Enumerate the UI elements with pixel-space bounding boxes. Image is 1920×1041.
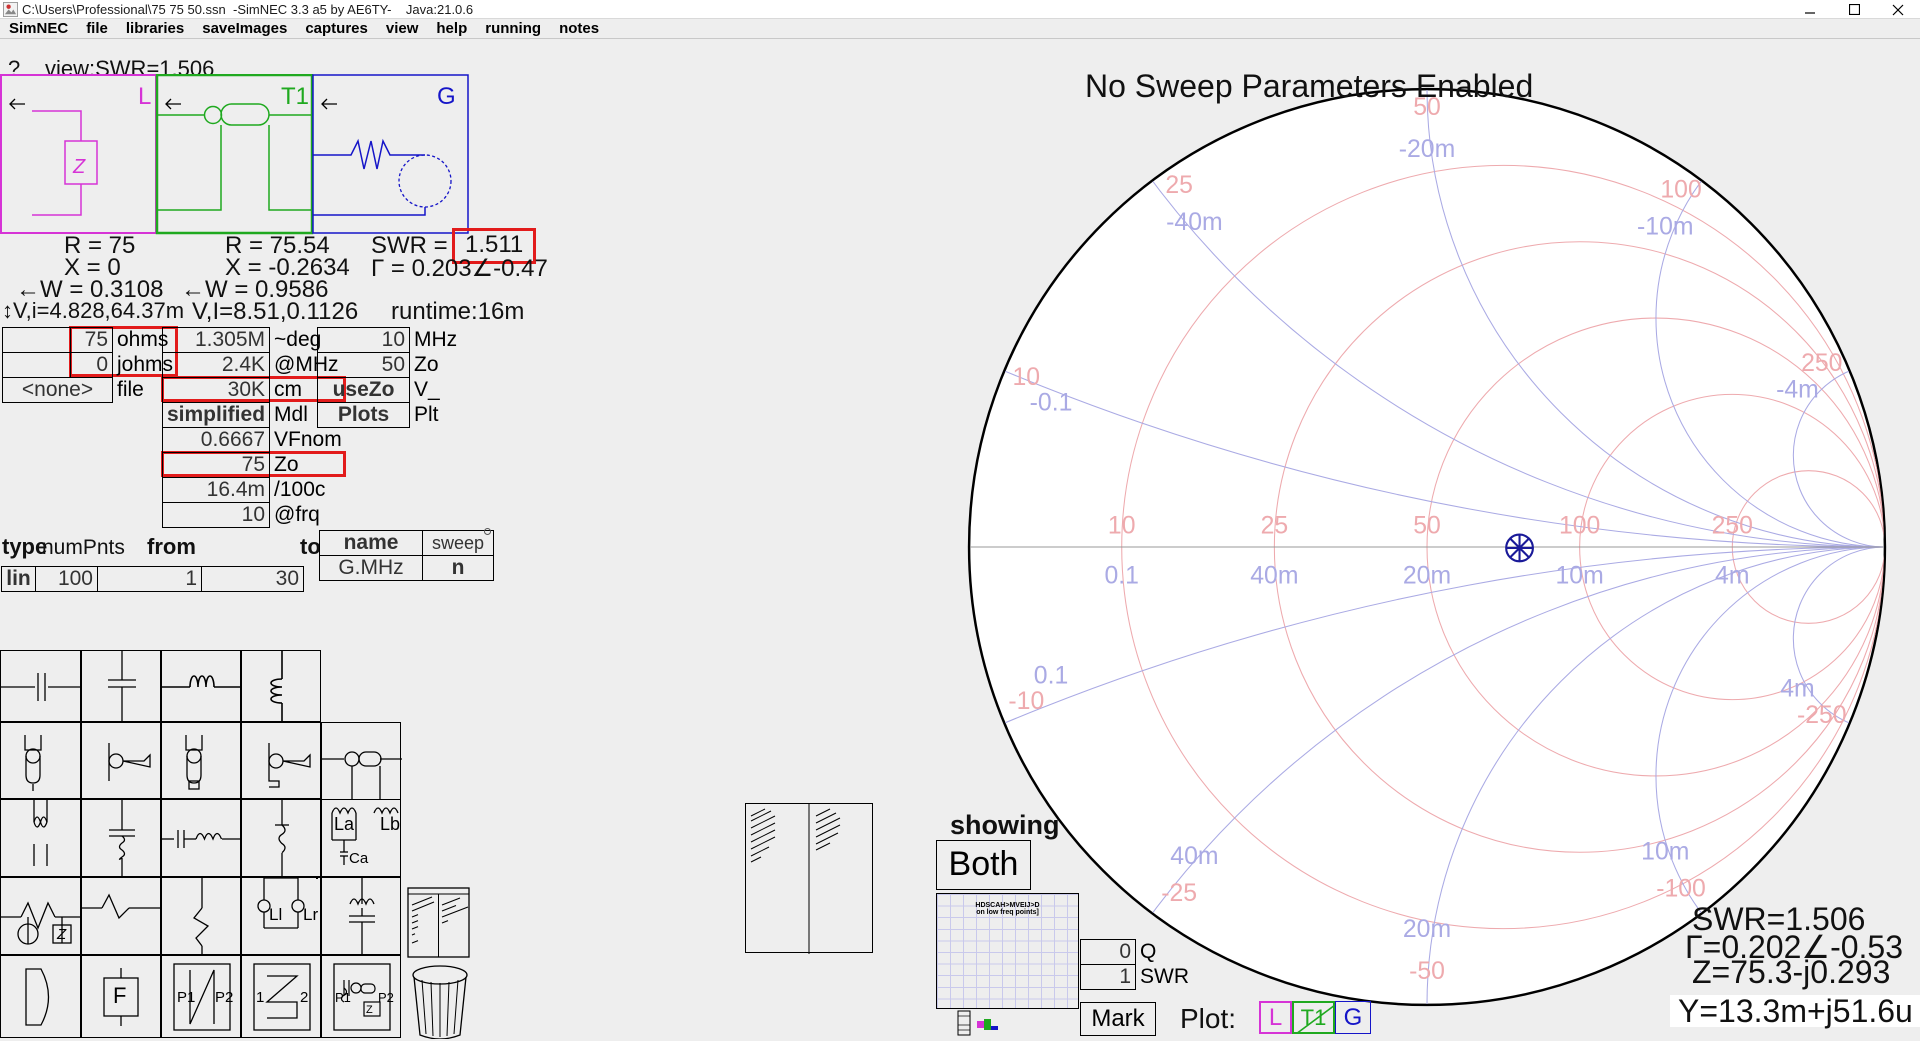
svg-text:250: 250 bbox=[1801, 350, 1842, 377]
svg-text:25: 25 bbox=[1261, 513, 1289, 540]
svg-text:F: F bbox=[113, 983, 126, 1008]
svg-text:10: 10 bbox=[1013, 364, 1041, 391]
svg-text:50: 50 bbox=[1413, 513, 1441, 540]
svg-text:-20m: -20m bbox=[1399, 136, 1456, 163]
svg-text:-4m: -4m bbox=[1776, 376, 1819, 403]
svg-text:Lr: Lr bbox=[303, 905, 318, 924]
svg-text:Ca: Ca bbox=[349, 850, 369, 867]
svg-text:0.1: 0.1 bbox=[1034, 663, 1068, 690]
svg-text:2: 2 bbox=[300, 989, 308, 1006]
svg-text:10: 10 bbox=[1108, 513, 1136, 540]
svg-text:-40m: -40m bbox=[1166, 209, 1223, 236]
svg-text:1: 1 bbox=[256, 989, 264, 1006]
svg-text:0.1: 0.1 bbox=[1104, 562, 1138, 589]
svg-text:-50: -50 bbox=[1409, 958, 1445, 985]
svg-text:-100: -100 bbox=[1656, 876, 1706, 903]
svg-text:25: 25 bbox=[1165, 172, 1193, 199]
svg-text:250: 250 bbox=[1712, 513, 1753, 540]
svg-text:20m: 20m bbox=[1403, 916, 1451, 943]
svg-text:4m: 4m bbox=[1780, 676, 1814, 703]
svg-text:G: G bbox=[437, 83, 456, 110]
svg-text:10m: 10m bbox=[1641, 839, 1689, 866]
svg-text:10m: 10m bbox=[1556, 562, 1604, 589]
svg-text:T1: T1 bbox=[281, 83, 309, 110]
svg-text:Lb: Lb bbox=[380, 814, 400, 834]
svg-text:4m: 4m bbox=[1715, 562, 1749, 589]
svg-text:20m: 20m bbox=[1403, 562, 1451, 589]
svg-text:-0.1: -0.1 bbox=[1030, 389, 1073, 416]
svg-text:40m: 40m bbox=[1250, 562, 1298, 589]
svg-text:L: L bbox=[138, 83, 151, 110]
svg-text:P2: P2 bbox=[215, 989, 233, 1006]
svg-text:-250: -250 bbox=[1797, 702, 1847, 729]
svg-text:-25: -25 bbox=[1161, 880, 1197, 907]
svg-text:-10: -10 bbox=[1008, 688, 1044, 715]
svg-text:P1: P1 bbox=[335, 990, 351, 1005]
svg-text:100: 100 bbox=[1559, 513, 1600, 540]
svg-text:Z: Z bbox=[366, 1004, 373, 1016]
svg-text:La: La bbox=[334, 814, 355, 834]
svg-text:P1: P1 bbox=[177, 989, 195, 1006]
svg-text:-10m: -10m bbox=[1637, 213, 1694, 240]
svg-text:P2: P2 bbox=[378, 990, 394, 1005]
svg-text:40m: 40m bbox=[1170, 843, 1218, 870]
svg-text:Z: Z bbox=[72, 156, 86, 178]
svg-text:100: 100 bbox=[1660, 176, 1701, 203]
svg-text:Ll: Ll bbox=[269, 905, 282, 924]
